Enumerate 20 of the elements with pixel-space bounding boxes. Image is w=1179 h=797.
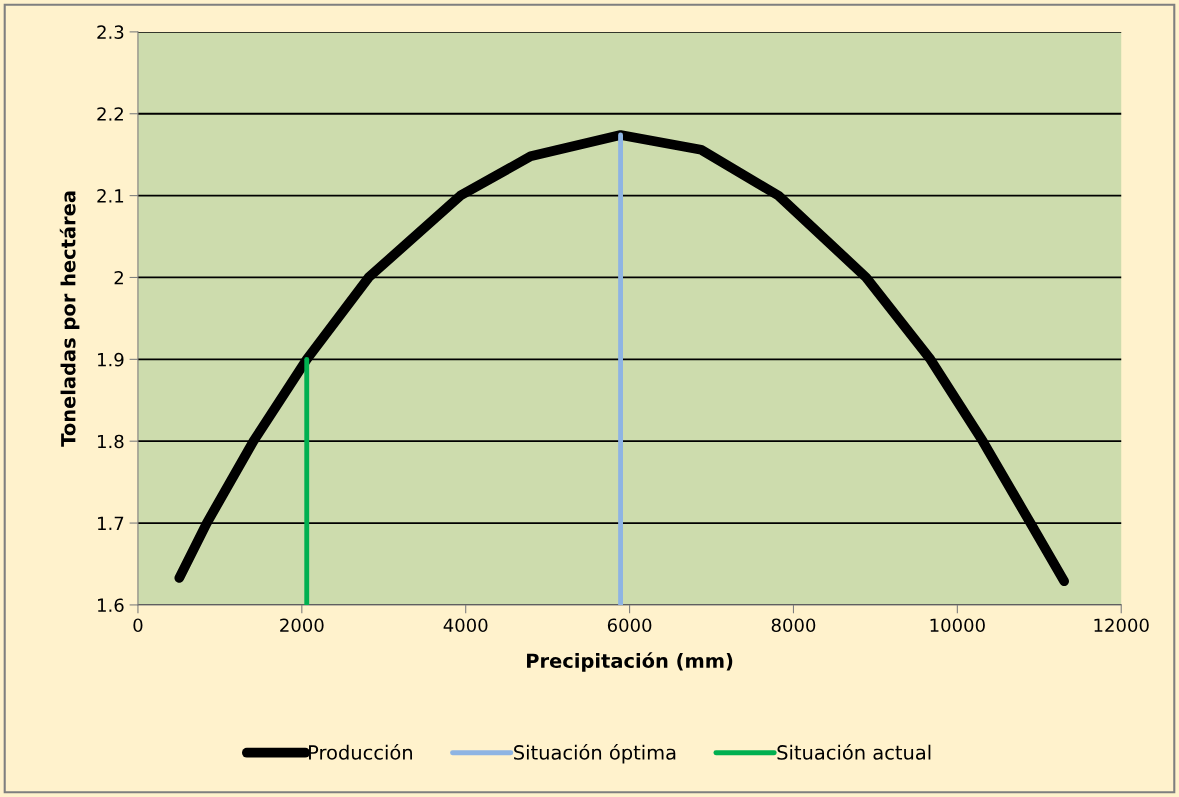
legend-label: Producción — [309, 743, 412, 760]
x-tick-label: 8000 — [771, 618, 816, 633]
y-tick-label: 2.3 — [97, 25, 124, 39]
legend-label: Situación óptima — [514, 743, 676, 764]
y-tick-label: 2.1 — [97, 189, 124, 203]
y-tick-label: 1.8 — [98, 434, 124, 449]
x-tick-label: 2000 — [280, 618, 324, 633]
y-tick-label: 1.7 — [98, 516, 124, 530]
x-tick-label: 0 — [133, 618, 143, 633]
x-tick-label: 4000 — [443, 618, 488, 633]
x-tick-label: 10000 — [930, 618, 985, 633]
y-axis-title: Toneladas por hectárea — [59, 191, 80, 447]
y-tick-label: 2.2 — [97, 107, 123, 121]
x-axis-title: Precipitación (mm) — [527, 652, 733, 672]
x-tick-label: 6000 — [607, 618, 652, 633]
x-tick-label: 12000 — [1094, 618, 1149, 633]
y-tick-label: 2 — [114, 270, 123, 285]
legend-label: Situación actual — [777, 743, 931, 760]
y-tick-label: 1.9 — [98, 352, 124, 367]
y-tick-label: 1.6 — [98, 598, 124, 613]
